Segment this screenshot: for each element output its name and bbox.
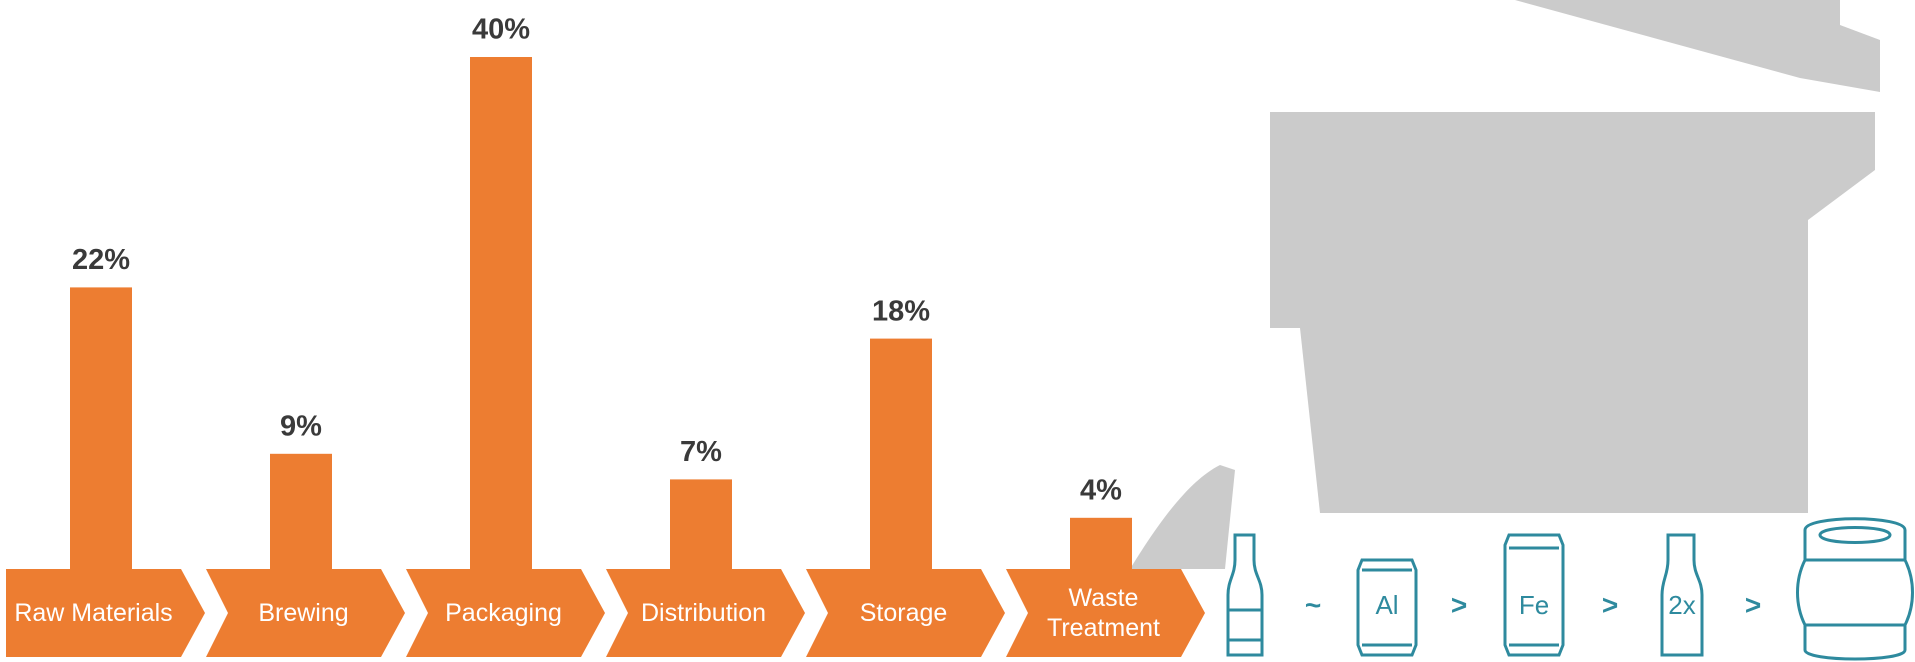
comparison-symbol: > xyxy=(1745,589,1761,620)
category-label: Brewing xyxy=(258,599,349,627)
can-icon xyxy=(1356,558,1418,657)
bar xyxy=(870,338,932,569)
category-label: Packaging xyxy=(445,599,562,627)
bucket-handle xyxy=(1130,465,1235,569)
material-label: 2x xyxy=(1668,590,1695,620)
bucket-lid xyxy=(1515,0,1880,92)
comparison-symbol: > xyxy=(1451,589,1467,620)
value-label: 9% xyxy=(280,410,322,442)
comparison-symbol: ~ xyxy=(1305,589,1321,620)
category-label: Raw Materials xyxy=(14,599,173,627)
chevron xyxy=(206,569,405,657)
bucket-body xyxy=(1270,112,1875,513)
chevron xyxy=(606,569,805,657)
chevron xyxy=(406,569,605,657)
icons xyxy=(1226,517,1914,661)
category-label: Waste Treatment xyxy=(1047,584,1161,642)
category-label: Storage xyxy=(859,599,948,627)
bar xyxy=(70,287,132,569)
bottle-icon xyxy=(1226,533,1264,657)
keg-icon xyxy=(1796,517,1914,661)
chevron xyxy=(6,569,205,657)
bottle-icon xyxy=(1660,533,1704,657)
bar xyxy=(470,57,532,569)
can-icon xyxy=(1503,533,1565,657)
background-shape xyxy=(1130,0,1880,569)
material-label: Fe xyxy=(1519,590,1549,620)
category-label: Distribution xyxy=(640,599,767,627)
value-label: 18% xyxy=(872,295,930,327)
value-label: 22% xyxy=(72,244,130,276)
value-label: 7% xyxy=(680,436,722,468)
chevron xyxy=(1006,569,1205,657)
bar xyxy=(1070,517,1132,569)
material-label: Al xyxy=(1375,590,1398,620)
value-label: 40% xyxy=(472,14,530,46)
comparison-symbol: > xyxy=(1602,589,1618,620)
bar xyxy=(670,479,732,569)
bar xyxy=(270,453,332,569)
value-label: 4% xyxy=(1080,474,1122,506)
chevron xyxy=(806,569,1005,657)
